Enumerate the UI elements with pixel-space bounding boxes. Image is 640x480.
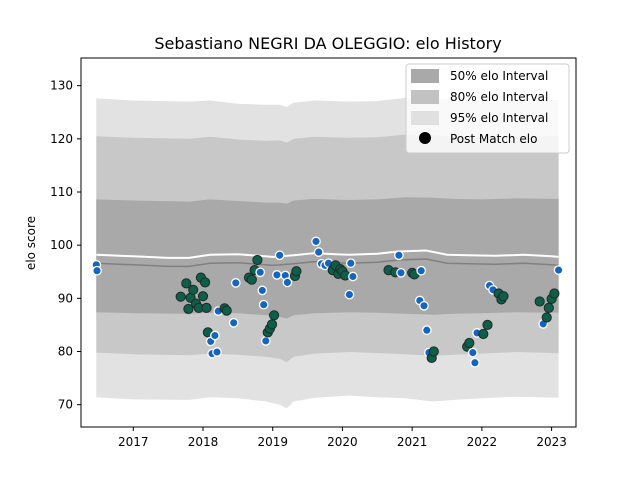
x-tick-label: 2018	[188, 435, 219, 449]
post-match-points	[91, 236, 564, 368]
post-match-point	[541, 312, 552, 323]
post-match-point	[419, 300, 429, 311]
post-match-point	[269, 310, 280, 321]
legend: 50% elo Interval 80% elo Interval 95% el…	[405, 63, 570, 154]
legend-label-post-match: Post Match elo	[450, 132, 537, 146]
post-match-point	[260, 336, 271, 346]
y-tick-label: 130	[50, 79, 73, 93]
legend-label-80: 80% elo Interval	[450, 90, 548, 104]
post-match-point	[291, 266, 302, 277]
post-match-point	[266, 319, 278, 330]
y-tick-label: 100	[50, 238, 73, 252]
upper-elo-line	[96, 249, 559, 259]
post-match-point	[478, 328, 489, 340]
plot-frame	[80, 57, 577, 428]
legend-label-95: 95% elo Interval	[450, 111, 548, 125]
post-match-point	[394, 250, 404, 261]
post-match-point	[201, 302, 212, 313]
post-match-point	[543, 302, 554, 313]
post-match-point	[258, 299, 269, 310]
post-match-point	[246, 274, 257, 285]
y-tick-label: 110	[50, 185, 73, 199]
post-match-point	[257, 285, 268, 296]
post-match-point	[183, 303, 194, 315]
post-match-point	[221, 305, 232, 316]
x-tick-label: 2017	[118, 435, 149, 449]
post-match-point	[282, 277, 293, 288]
post-match-point	[344, 289, 355, 300]
post-match-point	[274, 250, 285, 261]
mean-elo-line	[96, 258, 559, 268]
x-tick-label: 2022	[467, 435, 498, 449]
post-match-point	[255, 267, 266, 278]
post-match-point	[416, 265, 427, 276]
legend-swatch-80	[411, 90, 439, 104]
plot-area	[91, 97, 564, 409]
y-tick-label: 120	[50, 132, 73, 146]
post-match-point	[464, 337, 475, 349]
y-tick-label: 90	[58, 291, 73, 305]
post-match-point	[92, 265, 102, 276]
post-match-point	[534, 296, 545, 307]
post-match-point	[230, 278, 241, 288]
y-axis-label: elo score	[24, 216, 38, 270]
post-match-point	[549, 288, 560, 299]
legend-swatch-50	[411, 69, 439, 83]
x-tick-label: 2021	[397, 435, 428, 449]
elo-lines	[96, 249, 559, 268]
legend-box	[405, 63, 570, 154]
y-axis: 70 80 90 100 110 120 130	[50, 79, 81, 412]
legend-marker-post-match	[419, 132, 431, 144]
post-match-point	[181, 278, 192, 289]
post-match-point	[428, 346, 439, 357]
x-tick-label: 2020	[327, 435, 358, 449]
post-match-point	[482, 319, 493, 330]
post-match-point	[348, 271, 358, 282]
post-match-point	[553, 265, 564, 275]
post-match-point	[311, 236, 321, 247]
post-match-point	[210, 330, 220, 341]
post-match-point	[228, 317, 239, 328]
legend-label-50: 50% elo Interval	[450, 69, 548, 83]
post-match-point	[313, 247, 324, 257]
post-match-point	[345, 258, 356, 269]
chart-title: Sebastiano NEGRI DA OLEGGIO: elo History	[154, 34, 501, 53]
post-match-point	[252, 254, 263, 266]
post-match-point	[175, 291, 186, 302]
post-match-point	[498, 291, 509, 302]
post-match-point	[272, 270, 282, 280]
x-tick-label: 2023	[536, 435, 567, 449]
y-tick-label: 70	[58, 398, 73, 412]
y-tick-label: 80	[58, 344, 73, 358]
post-match-point	[197, 291, 209, 302]
legend-swatch-95	[411, 111, 439, 125]
x-tick-label: 2019	[257, 435, 288, 449]
post-match-point	[188, 284, 199, 295]
post-match-point	[200, 277, 211, 288]
post-match-point	[212, 347, 222, 357]
post-match-point	[421, 325, 432, 336]
post-match-point	[470, 357, 480, 368]
x-axis: 2017 2018 2019 2020 2021 2022 2023	[118, 427, 567, 449]
band-50	[96, 197, 559, 319]
post-match-point	[396, 267, 406, 278]
post-match-point	[467, 347, 478, 358]
